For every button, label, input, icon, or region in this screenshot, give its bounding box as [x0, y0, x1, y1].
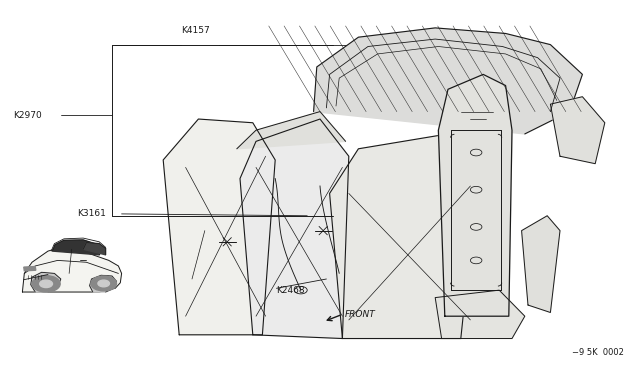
Polygon shape: [90, 275, 116, 292]
Circle shape: [32, 276, 60, 292]
Polygon shape: [314, 28, 582, 134]
Polygon shape: [330, 134, 477, 339]
Polygon shape: [31, 272, 61, 292]
Circle shape: [40, 280, 52, 288]
Polygon shape: [550, 97, 605, 164]
Polygon shape: [435, 290, 525, 339]
Text: FRONT: FRONT: [344, 310, 375, 319]
Text: K4157: K4157: [181, 26, 210, 35]
Text: K2970: K2970: [13, 111, 42, 120]
Polygon shape: [83, 243, 106, 255]
Polygon shape: [237, 112, 346, 149]
Polygon shape: [22, 247, 122, 292]
Polygon shape: [163, 119, 275, 335]
Polygon shape: [52, 240, 102, 255]
Polygon shape: [240, 119, 349, 339]
Circle shape: [91, 276, 116, 291]
Text: K2468: K2468: [276, 286, 305, 295]
Text: K3161: K3161: [77, 209, 106, 218]
Circle shape: [98, 280, 109, 287]
Polygon shape: [438, 74, 512, 316]
Bar: [24, 266, 36, 271]
Polygon shape: [522, 216, 560, 312]
Text: −9 5K  0002: −9 5K 0002: [572, 348, 624, 357]
